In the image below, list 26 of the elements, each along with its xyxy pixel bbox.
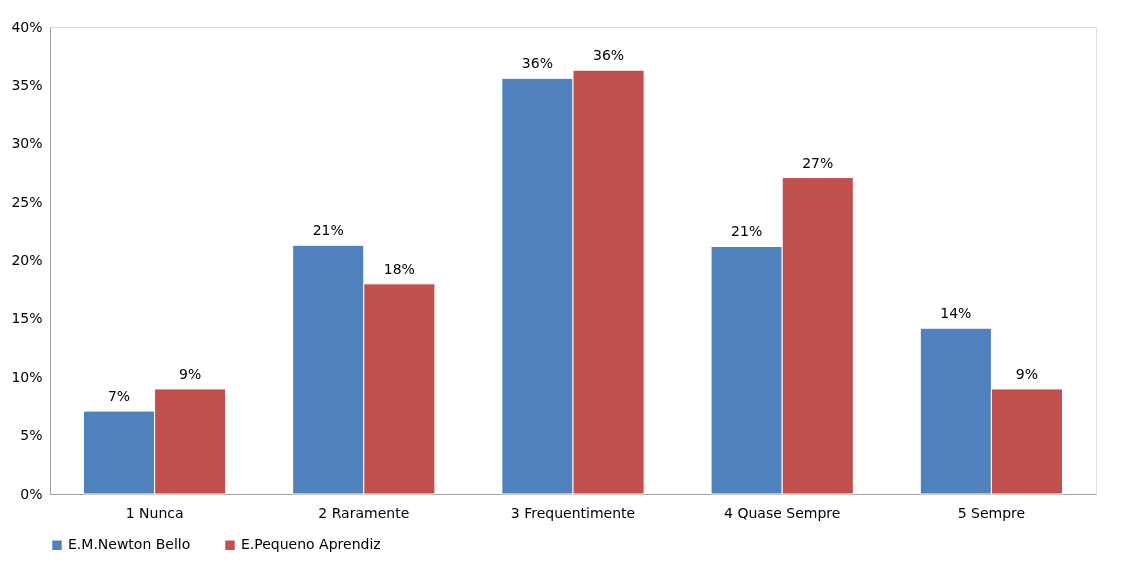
legend-label: E.Pequeno Aprendiz xyxy=(241,536,381,553)
data-label: 14% xyxy=(940,305,972,322)
y-tick-label: 40% xyxy=(11,18,43,35)
x-tick-label: 4 Quase Sempre xyxy=(724,504,841,521)
data-label: 27% xyxy=(802,154,834,171)
y-tick-label: 30% xyxy=(11,135,43,152)
y-tick-label: 25% xyxy=(11,193,43,210)
y-tick-label: 10% xyxy=(11,368,43,385)
y-tick-label: 5% xyxy=(20,427,43,444)
y-tick-label: 15% xyxy=(11,310,43,327)
x-tick-label: 2 Raramente xyxy=(318,504,410,521)
data-label: 21% xyxy=(312,222,344,239)
y-tick-label: 0% xyxy=(20,485,43,502)
data-label: 36% xyxy=(521,55,553,72)
data-label: 18% xyxy=(383,260,415,277)
y-tick-label: 35% xyxy=(11,76,43,93)
x-tick-label: 5 Sempre xyxy=(957,504,1026,521)
data-label: 36% xyxy=(593,47,625,64)
data-label: 9% xyxy=(1015,365,1039,382)
x-tick-label: 1 Nunca xyxy=(125,504,184,521)
data-label: 21% xyxy=(731,223,763,240)
x-tick-label: 3 Frequentimente xyxy=(510,504,636,521)
data-label: 9% xyxy=(179,365,202,382)
data-label: 7% xyxy=(107,388,131,405)
y-tick-label: 20% xyxy=(11,252,43,268)
legend-label: E.M.Newton Bello xyxy=(68,536,191,553)
